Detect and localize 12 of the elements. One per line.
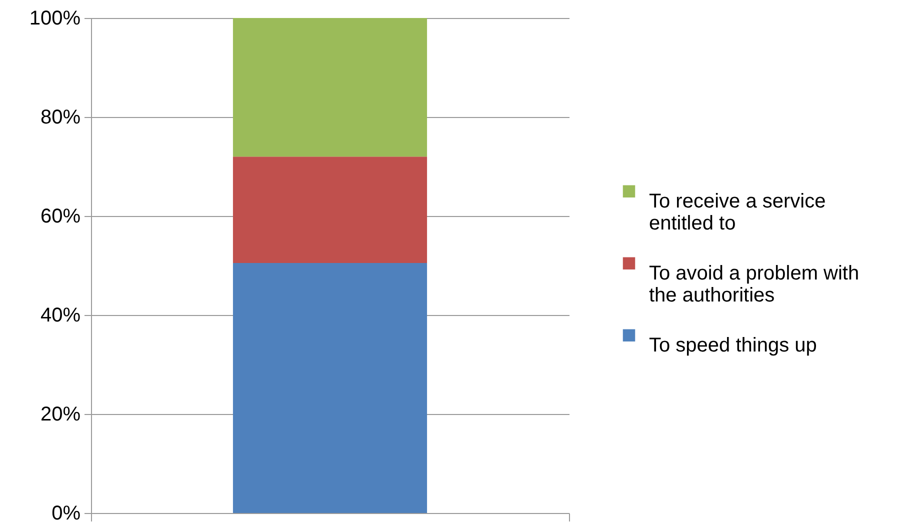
y-tick-label: 20% <box>40 404 81 426</box>
legend-label: To receive a service entitled to <box>649 190 826 234</box>
y-tick-label: 0% <box>52 502 81 524</box>
y-tick-label: 80% <box>40 106 81 128</box>
y-tick-label: 40% <box>40 304 81 326</box>
legend-label: To speed things up <box>649 334 817 356</box>
y-tick-label: 100% <box>29 8 81 30</box>
bar <box>232 156 428 264</box>
y-tick-label: 60% <box>40 206 81 228</box>
bar <box>232 263 428 513</box>
legend-label: To avoid a problem with the authorities <box>649 262 860 306</box>
bar <box>232 18 428 157</box>
